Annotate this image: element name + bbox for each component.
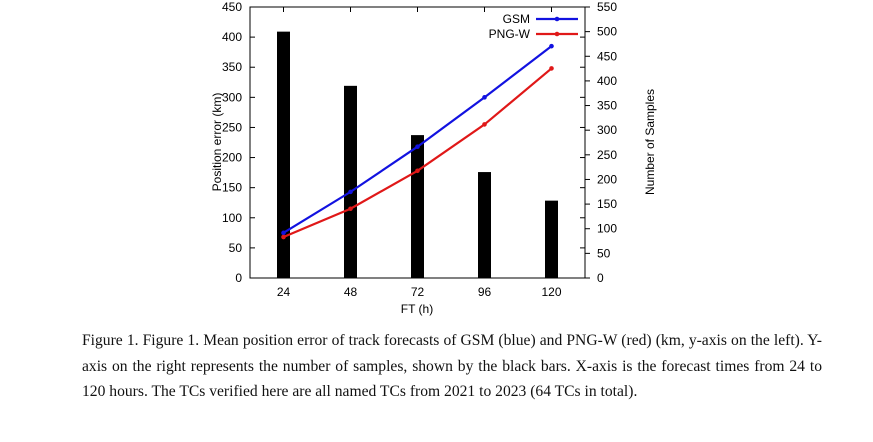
x-tick-label: 120 <box>541 285 561 299</box>
series-point <box>549 43 554 49</box>
y-tick-label: 50 <box>229 241 243 255</box>
series-point <box>415 168 420 174</box>
figure-caption: Figure 1. Figure 1. Mean position error … <box>82 332 822 400</box>
series-point <box>348 189 353 195</box>
y-tick-label: 350 <box>222 60 242 74</box>
x-tick-label: 24 <box>277 285 291 299</box>
y2-tick-label: 50 <box>597 246 611 260</box>
x-axis-label: FT (h) <box>401 302 433 316</box>
chart: 0 50 100 150 200 250 300 350 400 450 0 50 100 150 200 2… <box>210 0 657 316</box>
series-point <box>281 230 286 236</box>
y2-tick-label: 500 <box>597 25 617 39</box>
y-tick-label: 0 <box>235 271 242 285</box>
x-tick-label: 48 <box>344 285 358 299</box>
y2-tick-label: 0 <box>597 271 604 285</box>
y2-tick-label: 250 <box>597 148 617 162</box>
y-tick-label: 150 <box>222 181 242 195</box>
y2-tick-label: 150 <box>597 197 617 211</box>
series-point <box>549 66 554 71</box>
y-tick-label: 300 <box>222 90 242 104</box>
y2-tick-label: 450 <box>597 49 617 63</box>
y-tick-label: 200 <box>222 151 242 165</box>
y2-axis-label: Number of Samples <box>643 89 657 195</box>
x-tick-label: 96 <box>478 285 492 299</box>
legend-label: GSM <box>503 12 530 26</box>
sample-bar <box>478 172 491 278</box>
y2-tick-label: 400 <box>597 74 617 88</box>
y2-tick-label: 100 <box>597 222 617 236</box>
legend-label: PNG-W <box>489 27 531 41</box>
series-point <box>482 122 487 127</box>
sample-bar <box>277 31 290 278</box>
series-point <box>415 144 420 150</box>
y2-tick-label: 550 <box>597 0 617 14</box>
sample-bar <box>411 135 424 278</box>
y-tick-label: 100 <box>222 211 242 225</box>
y-axis-label: Position error (km) <box>210 93 224 192</box>
y2-tick-label: 350 <box>597 99 617 113</box>
y-tick-label: 450 <box>222 0 242 14</box>
series-point <box>482 95 487 100</box>
ticks-layer: 0 50 100 150 200 250 300 350 400 450 0 50 100 150 200 2… <box>222 0 617 299</box>
sample-bar <box>344 85 357 278</box>
series-point <box>281 234 286 240</box>
x-tick-label: 72 <box>411 285 425 299</box>
y2-tick-label: 300 <box>597 123 617 137</box>
y2-tick-label: 200 <box>597 172 617 186</box>
lines-layer <box>281 43 554 240</box>
sample-bar <box>545 200 558 278</box>
y-tick-label: 400 <box>222 30 242 44</box>
series-point <box>348 206 353 212</box>
bars-layer <box>277 31 558 278</box>
legend-marker <box>554 31 560 37</box>
y-tick-label: 250 <box>222 120 242 134</box>
legend-marker <box>554 16 560 22</box>
